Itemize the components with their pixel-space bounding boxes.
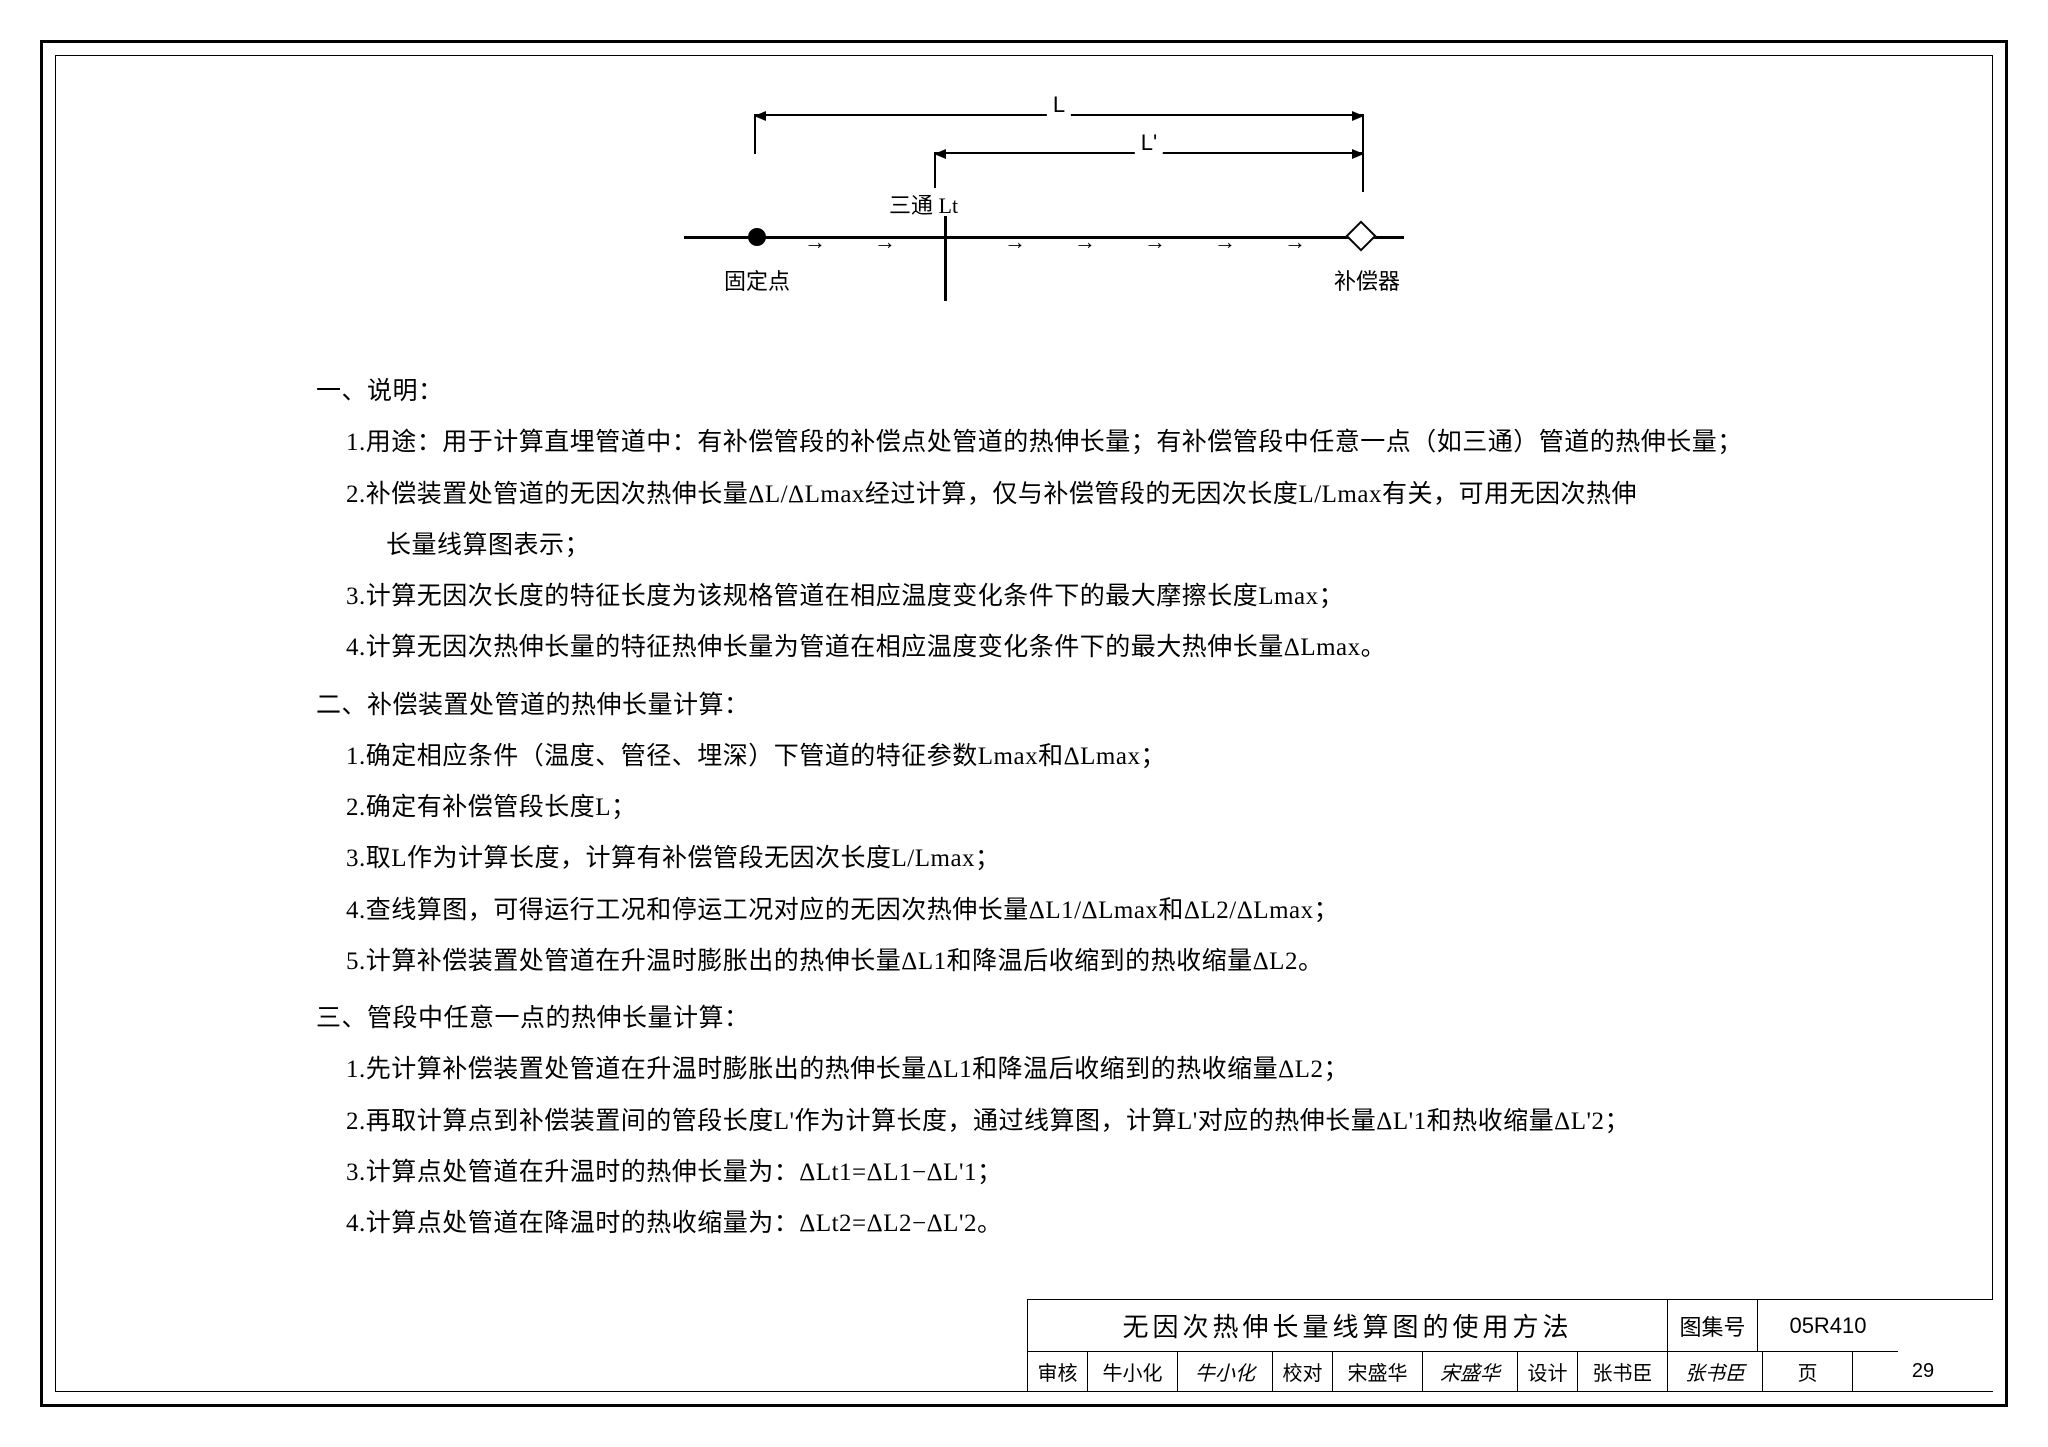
flow-arrow: → xyxy=(1074,229,1096,255)
tee-stub xyxy=(944,236,947,301)
tee-stub-top xyxy=(944,216,947,236)
review-signature: 牛小化 xyxy=(1178,1352,1273,1392)
title-block: 无因次热伸长量线算图的使用方法 图集号 05R410 审核 牛小化 牛小化 校对… xyxy=(1027,1299,1993,1392)
s2-item-1: 1.确定相应条件（温度、管径、埋深）下管道的特征参数Lmax和ΔLmax； xyxy=(346,731,1802,782)
fixed-point-label: 固定点 xyxy=(724,264,790,296)
compensator-label: 补偿器 xyxy=(1334,264,1400,296)
section-3-head: 三、管段中任意一点的热伸长量计算： xyxy=(316,993,1802,1044)
s3-item-1: 1.先计算补偿装置处管道在升温时膨胀出的热伸长量ΔL1和降温后收缩到的热收缩量Δ… xyxy=(346,1044,1802,1095)
inner-frame: L L' 三通 Lt 固定点 补偿器 → → → → → → xyxy=(55,55,1993,1392)
section-2-head: 二、补偿装置处管道的热伸长量计算： xyxy=(316,680,1802,731)
review-label: 审核 xyxy=(1028,1352,1088,1392)
flow-arrow: → xyxy=(874,229,896,255)
s3-item-3: 3.计算点处管道在升温时的热伸长量为：ΔLt1=ΔL1−ΔL'1； xyxy=(346,1147,1802,1198)
atlas-label: 图集号 xyxy=(1668,1300,1758,1352)
s1-item-2: 2.补偿装置处管道的无因次热伸长量ΔL/ΔLmax经过计算，仅与补偿管段的无因次… xyxy=(346,469,1802,520)
drawing-title: 无因次热伸长量线算图的使用方法 xyxy=(1028,1300,1668,1352)
s1-item-1: 1.用途：用于计算直埋管道中：有补偿管段的补偿点处管道的热伸长量；有补偿管段中任… xyxy=(346,417,1802,468)
design-label: 设计 xyxy=(1518,1352,1578,1392)
flow-arrow: → xyxy=(1144,229,1166,255)
design-signature: 张书臣 xyxy=(1668,1352,1763,1392)
fixed-point-dot xyxy=(748,228,766,246)
page-number: 29 xyxy=(1853,1352,1993,1392)
diagram: L L' 三通 Lt 固定点 补偿器 → → → → → → xyxy=(644,96,1404,326)
dimension-Lprime: L' xyxy=(934,152,1364,154)
s2-item-2: 2.确定有补偿管段长度L； xyxy=(346,782,1802,833)
design-name: 张书臣 xyxy=(1578,1352,1668,1392)
compensator-symbol xyxy=(1345,220,1376,251)
atlas-number: 05R410 xyxy=(1758,1300,1898,1352)
check-label: 校对 xyxy=(1273,1352,1333,1392)
s1-item-2-cont: 长量线算图表示； xyxy=(316,520,1802,571)
flow-arrow: → xyxy=(1284,229,1306,255)
s3-item-4: 4.计算点处管道在降温时的热收缩量为：ΔLt2=ΔL2−ΔL'2。 xyxy=(346,1198,1802,1249)
check-name: 宋盛华 xyxy=(1333,1352,1423,1392)
s3-item-2: 2.再取计算点到补偿装置间的管段长度L'作为计算长度，通过线算图，计算L'对应的… xyxy=(346,1096,1802,1147)
s2-item-4: 4.查线算图，可得运行工况和停运工况对应的无因次热伸长量ΔL1/ΔLmax和ΔL… xyxy=(346,885,1802,936)
flow-arrow: → xyxy=(804,229,826,255)
tee-label: 三通 Lt xyxy=(889,188,958,220)
s2-item-3: 3.取L作为计算长度，计算有补偿管段无因次长度L/Lmax； xyxy=(346,833,1802,884)
flow-arrow: → xyxy=(1004,229,1026,255)
dimension-L: L xyxy=(754,114,1364,116)
section-1-head: 一、说明： xyxy=(316,366,1802,417)
dim-L-label: L xyxy=(1047,92,1071,118)
outer-frame: L L' 三通 Lt 固定点 补偿器 → → → → → → xyxy=(40,40,2008,1407)
text-body: 一、说明： 1.用途：用于计算直埋管道中：有补偿管段的补偿点处管道的热伸长量；有… xyxy=(106,366,1942,1249)
flow-arrow: → xyxy=(1214,229,1236,255)
dim-Lp-label: L' xyxy=(1135,130,1163,156)
s2-item-5: 5.计算补偿装置处管道在升温时膨胀出的热伸长量ΔL1和降温后收缩到的热收缩量ΔL… xyxy=(346,936,1802,987)
page-label: 页 xyxy=(1763,1352,1853,1392)
review-name: 牛小化 xyxy=(1088,1352,1178,1392)
check-signature: 宋盛华 xyxy=(1423,1352,1518,1392)
s1-item-3: 3.计算无因次长度的特征长度为该规格管道在相应温度变化条件下的最大摩擦长度Lma… xyxy=(346,571,1802,622)
s1-item-4: 4.计算无因次热伸长量的特征热伸长量为管道在相应温度变化条件下的最大热伸长量ΔL… xyxy=(346,622,1802,673)
